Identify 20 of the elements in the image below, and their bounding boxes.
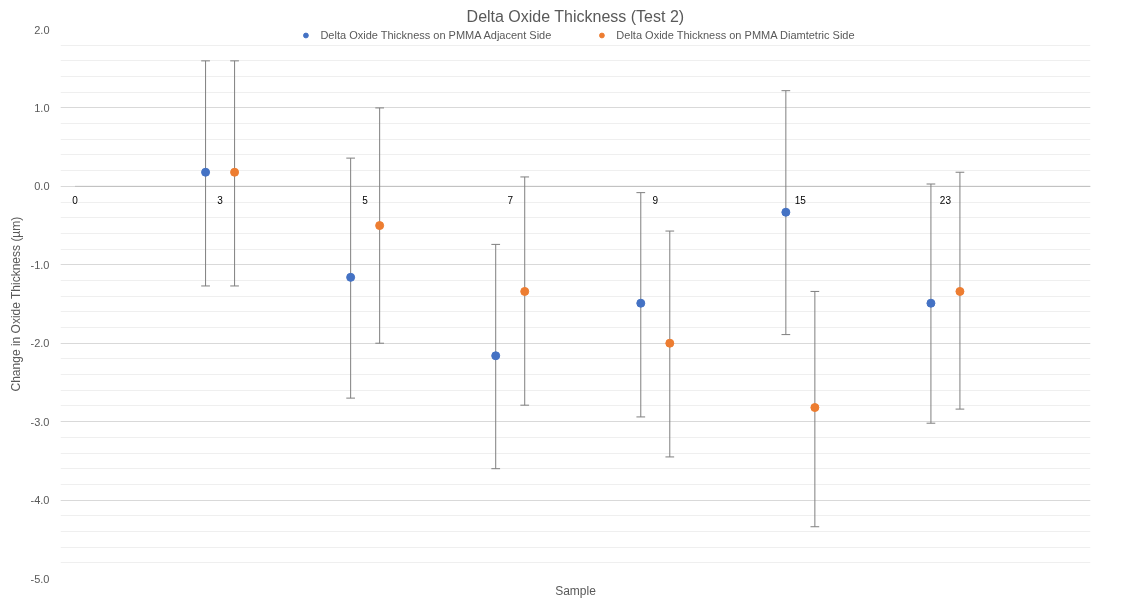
legend-label: Delta Oxide Thickness on PMMA Diamtetric Side [616,29,855,41]
x-tick-label: 15 [794,195,807,207]
x-tick-label: 3 [217,195,224,207]
legend-label: Delta Oxide Thickness on PMMA Adjacent Side [320,29,552,41]
y-tick-label: -2.0 [30,337,50,350]
x-tick-label: 9 [652,195,659,207]
y-tick-label: -3.0 [30,415,50,428]
y-tick-label: 0.0 [34,180,50,193]
y-tick-label: -1.0 [30,258,50,271]
y-tick-label: -5.0 [30,572,50,585]
x-axis-title: Sample [555,583,597,598]
y-axis-title: Change in Oxide Thickness (µm) [8,216,23,392]
y-tick-label: 1.0 [34,101,50,114]
chart-title: Delta Oxide Thickness (Test 2) [466,7,685,25]
x-tick-label: 23 [939,195,952,207]
x-tick-label: 0 [72,195,79,207]
y-tick-label: -4.0 [30,494,50,507]
x-tick-label: 5 [362,195,369,207]
y-tick-label: 2.0 [34,23,50,36]
x-tick-label: 7 [507,195,514,207]
